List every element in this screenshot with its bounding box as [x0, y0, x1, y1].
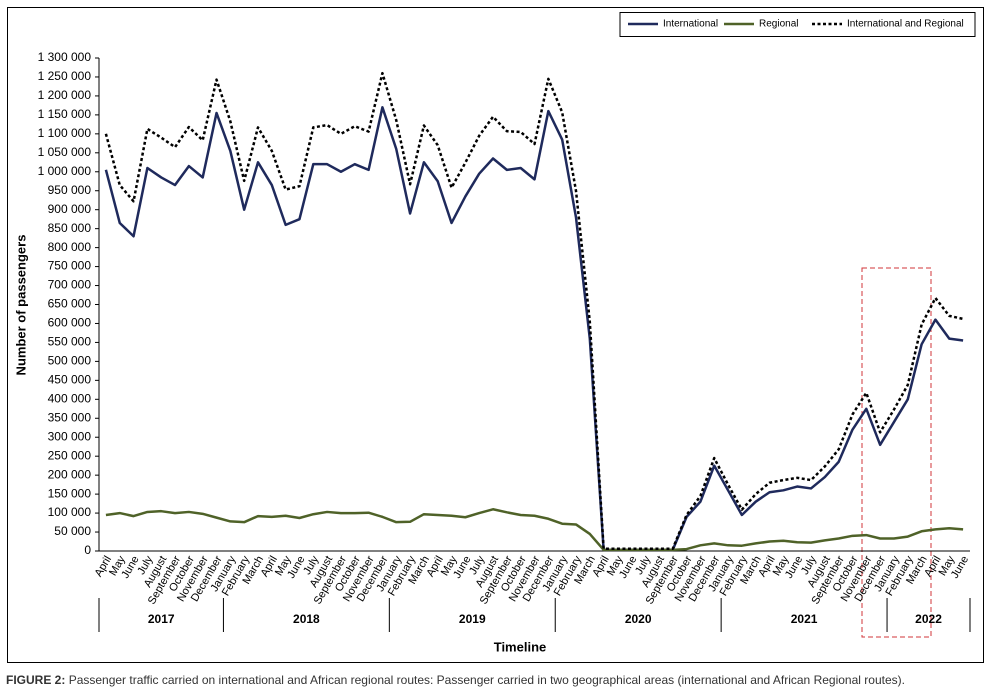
series-line — [105, 508, 964, 552]
y-tick-label: 1 050 000 — [38, 145, 92, 159]
y-tick-label: 1 200 000 — [38, 88, 92, 102]
y-tick-label: 1 150 000 — [38, 107, 92, 121]
y-tick-label: 50 000 — [54, 524, 91, 538]
y-tick-label: 950 000 — [48, 183, 92, 197]
y-tick-label: 100 000 — [48, 505, 92, 519]
y-tick-label: 350 000 — [48, 410, 92, 424]
y-tick-label: 750 000 — [48, 259, 92, 273]
year-label: 2019 — [459, 612, 486, 626]
y-tick-label: 600 000 — [48, 316, 92, 330]
year-label: 2022 — [915, 612, 942, 626]
year-label: 2017 — [148, 612, 175, 626]
highlight-box — [861, 267, 932, 638]
series-line — [104, 106, 964, 552]
y-tick-label: 250 000 — [48, 448, 92, 462]
legend-label: International — [663, 19, 718, 30]
y-tick-label: 800 000 — [48, 240, 92, 254]
caption-label: FIGURE 2: — [6, 673, 65, 687]
y-tick-label: 1 300 000 — [38, 50, 92, 64]
legend: International Regional International and R… — [619, 12, 976, 37]
y-tick-label: 1 000 000 — [38, 164, 92, 178]
legend-box — [619, 12, 976, 37]
y-tick-label: 450 000 — [48, 373, 92, 387]
y-tick-label: 150 000 — [48, 486, 92, 500]
x-axis-label: Timeline — [494, 639, 547, 654]
y-tick-label: 0 — [84, 543, 91, 557]
y-axis-label: Number of passengers — [13, 235, 28, 376]
y-tick-label: 700 000 — [48, 278, 92, 292]
y-tick-label: 650 000 — [48, 297, 92, 311]
year-label: 2018 — [293, 612, 320, 626]
y-tick-label: 300 000 — [48, 429, 92, 443]
y-tick-label: 550 000 — [48, 335, 92, 349]
y-tick-label: 200 000 — [48, 467, 92, 481]
y-tick-label: 850 000 — [48, 221, 92, 235]
y-tick-label: 1 250 000 — [38, 69, 92, 83]
y-tick-label: 500 000 — [48, 354, 92, 368]
legend-label: International and Regional — [847, 19, 964, 30]
series-line — [104, 71, 964, 550]
year-label: 2020 — [625, 612, 652, 626]
caption-text: Passenger traffic carried on internation… — [69, 673, 905, 687]
y-tick-label: 1 100 000 — [38, 126, 92, 140]
caption: FIGURE 2: Passenger traffic carried on i… — [6, 673, 905, 687]
y-tick-label: 400 000 — [48, 391, 92, 405]
y-tick-label: 900 000 — [48, 202, 92, 216]
year-label: 2021 — [791, 612, 818, 626]
chart-border — [7, 7, 984, 663]
legend-label: Regional — [759, 19, 798, 30]
